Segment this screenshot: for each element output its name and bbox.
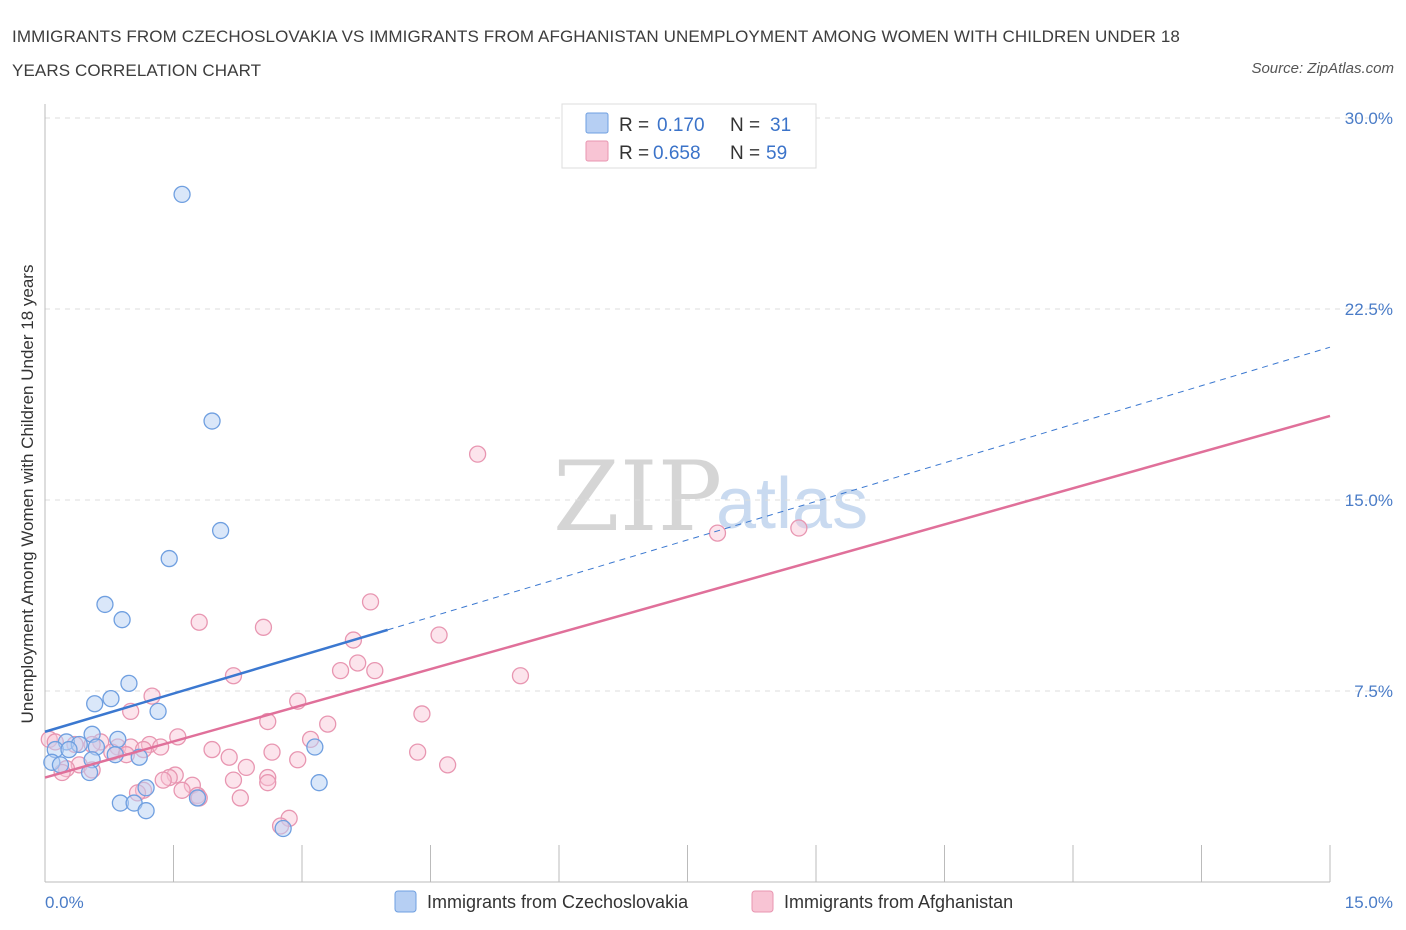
point-afghanistan <box>237 758 255 777</box>
point-afghanistan <box>154 771 172 789</box>
point-afghanistan <box>220 748 238 766</box>
point-afghanistan <box>263 743 281 761</box>
stats-r-value: 0.170 <box>657 115 705 136</box>
point-czechoslovakia <box>173 185 191 204</box>
point-afghanistan <box>366 661 384 680</box>
point-afghanistan <box>511 667 530 685</box>
point-afghanistan <box>254 618 273 636</box>
trend-line-czechoslovakia-extended <box>387 346 1331 631</box>
stats-swatch-czechoslovakia <box>585 112 609 134</box>
stats-n-value: 31 <box>770 115 791 136</box>
point-afghanistan <box>438 756 457 774</box>
y-tick-label: 7.5% <box>1354 682 1393 701</box>
point-czechoslovakia <box>149 702 167 721</box>
legend-swatch-afghanistan <box>751 890 774 913</box>
point-afghanistan <box>289 751 307 769</box>
point-afghanistan <box>349 654 367 672</box>
point-czechoslovakia <box>60 740 78 759</box>
point-afghanistan <box>319 715 337 733</box>
point-czechoslovakia <box>120 674 138 693</box>
point-afghanistan <box>259 768 277 787</box>
point-afghanistan <box>331 661 350 680</box>
point-czechoslovakia <box>102 689 120 708</box>
point-afghanistan <box>259 774 277 792</box>
point-afghanistan <box>231 789 249 807</box>
point-czechoslovakia <box>109 730 127 749</box>
legend-label-afghanistan: Immigrants from Afghanistan <box>784 892 1013 912</box>
point-afghanistan <box>790 519 808 537</box>
stats-r-label: R = <box>619 143 649 164</box>
series-czechoslovakia-points <box>43 185 328 838</box>
point-afghanistan <box>708 524 727 542</box>
point-czechoslovakia <box>274 819 292 838</box>
stats-r-label: R = <box>619 115 649 136</box>
x-tick-label: 15.0% <box>1345 893 1393 912</box>
point-afghanistan <box>173 781 191 799</box>
source-label: Source: ZipAtlas.com <box>1251 60 1394 77</box>
watermark-atlas: atlas <box>716 464 868 544</box>
stats-legend: R = 0.170 N = 31 R = 0.658 N = 59 <box>561 103 817 169</box>
point-afghanistan <box>203 740 221 759</box>
point-czechoslovakia <box>137 779 155 797</box>
point-czechoslovakia <box>137 802 155 820</box>
stats-n-value: 59 <box>766 143 787 164</box>
x-minor-ticks <box>44 845 1331 882</box>
legend-swatch-czechoslovakia <box>394 890 417 913</box>
point-afghanistan <box>468 445 487 463</box>
point-czechoslovakia <box>203 412 221 430</box>
gridlines <box>45 117 1380 692</box>
point-czechoslovakia <box>211 521 230 540</box>
point-afghanistan <box>408 743 427 761</box>
y-tick-labels: 30.0% 22.5% 15.0% 7.5% <box>1345 109 1393 701</box>
stats-n-label: N = <box>730 143 760 164</box>
point-czechoslovakia <box>306 738 324 756</box>
y-axis-label: Unemployment Among Women with Children U… <box>18 265 37 724</box>
point-czechoslovakia <box>188 789 207 807</box>
point-afghanistan <box>361 593 380 611</box>
series-legend: Immigrants from Czechoslovakia Immigrant… <box>394 890 1013 913</box>
point-czechoslovakia <box>160 549 178 568</box>
point-czechoslovakia <box>113 611 131 629</box>
point-afghanistan <box>259 712 277 731</box>
point-afghanistan <box>413 705 431 723</box>
trend-line-afghanistan <box>44 414 1331 779</box>
stats-swatch-afghanistan <box>585 140 609 162</box>
x-tick-label: 0.0% <box>45 893 84 912</box>
watermark-zip: ZIP <box>553 441 722 553</box>
stats-n-label: N = <box>730 115 760 136</box>
trend-line-czechoslovakia <box>44 628 389 733</box>
point-afghanistan <box>190 613 208 631</box>
point-czechoslovakia <box>96 595 114 614</box>
chart-title: IMMIGRANTS FROM CZECHOSLOVAKIA VS IMMIGR… <box>12 27 1180 80</box>
point-czechoslovakia <box>86 695 104 713</box>
stats-r-value: 0.658 <box>653 143 701 164</box>
trend-lines <box>44 346 1331 779</box>
y-tick-label: 15.0% <box>1345 491 1393 510</box>
y-tick-label: 22.5% <box>1345 300 1393 319</box>
point-afghanistan <box>430 626 448 644</box>
point-afghanistan <box>224 771 243 789</box>
legend-label-czechoslovakia: Immigrants from Czechoslovakia <box>427 892 689 912</box>
point-czechoslovakia <box>310 774 328 792</box>
x-tick-labels: 0.0% 15.0% <box>45 893 1393 912</box>
y-tick-label: 30.0% <box>1345 109 1393 128</box>
